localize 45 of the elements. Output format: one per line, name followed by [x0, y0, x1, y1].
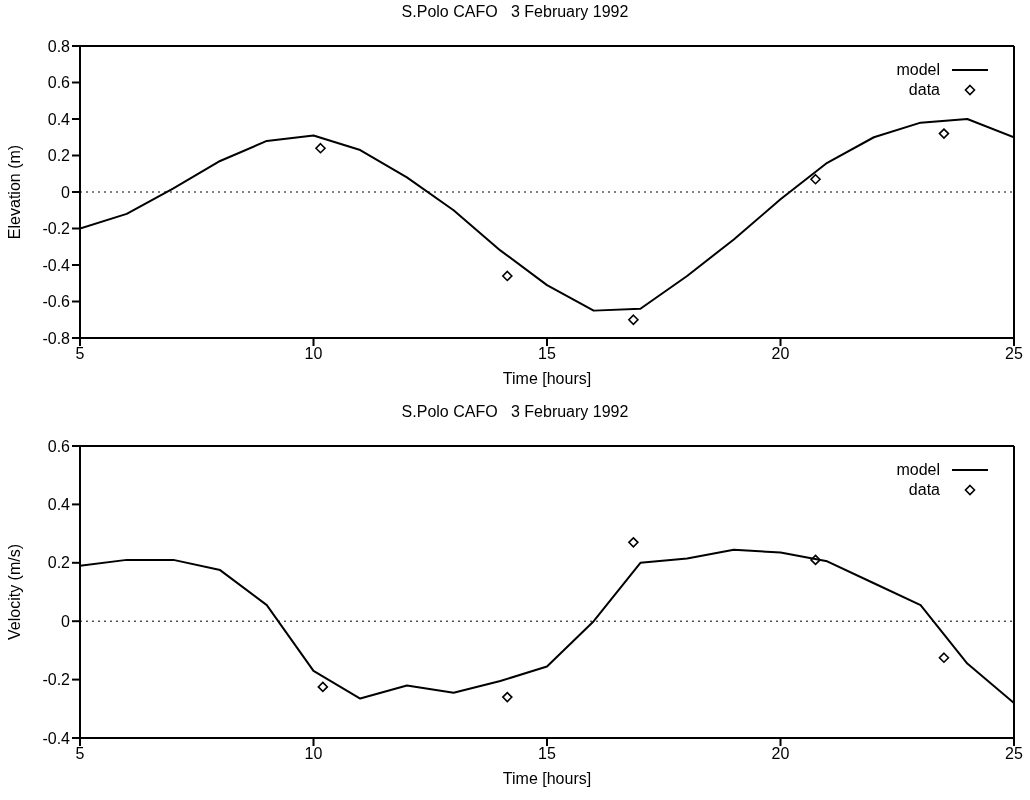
legend-label: data — [908, 80, 940, 100]
y-tick-label: 0.6 — [47, 437, 71, 455]
point — [938, 128, 950, 139]
x-tick-label: 10 — [304, 745, 323, 763]
point — [810, 554, 821, 566]
point — [502, 270, 513, 282]
y-tick-label: 0 — [61, 183, 71, 201]
x-tick-label: 5 — [75, 745, 85, 763]
x-tick-label: 15 — [538, 745, 556, 763]
y-tick-label: -0.6 — [42, 293, 71, 311]
x-tick-label: 20 — [771, 745, 790, 763]
point — [315, 142, 326, 154]
y-tick-label: -0.4 — [42, 729, 71, 747]
y-tick-label: 0.6 — [47, 74, 71, 92]
legend-label: model — [896, 60, 940, 80]
chart-title: S.Polo CAFO 3 February 1992 — [400, 403, 630, 421]
y-tick-label: 0 — [61, 612, 71, 630]
chart-title: S.Polo CAFO 3 February 1992 — [400, 3, 630, 21]
x-tick-label: 15 — [538, 345, 556, 363]
y-tick-label: -0.4 — [42, 256, 71, 274]
point — [810, 173, 821, 185]
point — [317, 681, 329, 693]
y-tick-label: 0.4 — [47, 496, 71, 514]
y-axis-title: Velocity (m/s) — [5, 543, 23, 641]
legend-label: data — [908, 480, 940, 500]
y-tick-label: -0.2 — [42, 220, 71, 238]
point — [628, 314, 639, 326]
point — [502, 691, 513, 703]
legend-label: model — [896, 460, 940, 480]
y-tick-label: 0.4 — [47, 110, 71, 128]
y-tick-label: -0.2 — [42, 671, 71, 689]
y-axis-title: Elevation (m) — [5, 144, 23, 240]
x-tick-label: 10 — [304, 345, 323, 363]
x-tick-label: 20 — [771, 345, 790, 363]
y-tick-label: 0.2 — [47, 554, 71, 572]
y-tick-label: 0.2 — [47, 147, 71, 165]
x-axis-title: Time [hours] — [502, 370, 592, 387]
y-tick-label: -0.8 — [42, 329, 71, 347]
x-axis-title: Time [hours] — [502, 770, 592, 787]
y-tick-label: 0.8 — [47, 37, 71, 55]
point — [628, 537, 639, 548]
x-tick-label: 5 — [75, 345, 85, 363]
x-tick-label: 25 — [1005, 745, 1023, 763]
point — [938, 652, 950, 663]
x-tick-label: 25 — [1005, 345, 1023, 363]
